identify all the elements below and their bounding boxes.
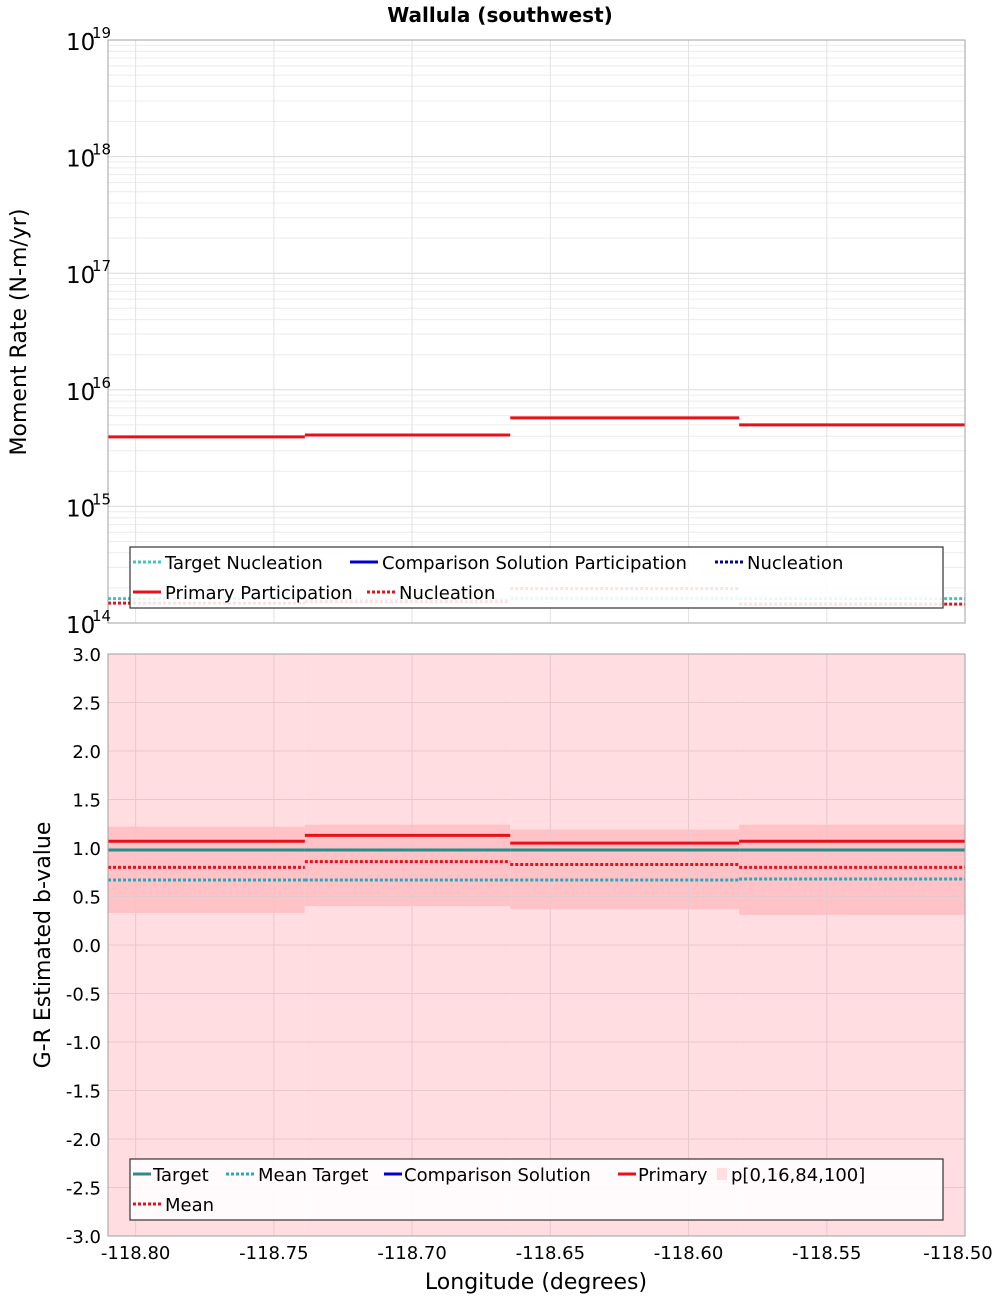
top-y-tick-exponent: 14 — [92, 607, 111, 625]
bottom-legend-label: Mean — [165, 1195, 214, 1216]
bottom-y-tick-label: -2.5 — [66, 1179, 101, 1200]
x-axis-label: Longitude (degrees) — [425, 1270, 647, 1295]
top-legend-box — [129, 546, 944, 609]
bottom-y-tick-label: 2.0 — [72, 742, 101, 763]
top-y-tick-exponent: 16 — [92, 374, 111, 392]
bottom-band-inner — [510, 829, 740, 910]
bottom-y-ticks: -3.0 -2.5 -2.0 -1.5 -1.0 -0.5 0.0 0.5 1.0 1.5 2.0 2… — [66, 645, 101, 1248]
top-y-tick-base: 10 — [66, 263, 95, 289]
bottom-x-ticks: -118.80 -118.75 -118.70 -118.65 -118.60 -118.… — [101, 1243, 993, 1264]
top-y-tick-exponent: 19 — [92, 24, 111, 42]
bottom-y-tick-label: 3.0 — [72, 645, 101, 666]
bottom-band-inner — [739, 824, 965, 915]
top-legend-label: Comparison Solution Participation — [382, 553, 687, 574]
bottom-plot-frame — [107, 653, 966, 1237]
top-y-tick-exponent: 15 — [92, 490, 111, 508]
bottom-x-tick-label: -118.75 — [239, 1243, 308, 1264]
bottom-x-tick-label: -118.70 — [377, 1243, 446, 1264]
top-legend-label: Target Nucleation — [164, 553, 323, 574]
bottom-legend: Target Mean Target Comparison Solution Prim… — [129, 1158, 944, 1221]
bottom-legend-label: p[0,16,84,100] — [731, 1165, 865, 1186]
bottom-y-tick-label: -0.5 — [66, 985, 101, 1006]
bottom-series — [108, 833, 965, 882]
bottom-y-tick-label: 2.5 — [72, 694, 101, 715]
top-grid — [108, 39, 965, 624]
bottom-y-tick-label: 0.5 — [72, 888, 101, 909]
bottom-band-inner — [304, 824, 511, 907]
bottom-legend-label: Primary — [638, 1165, 708, 1186]
bottom-x-tick-label: -118.60 — [654, 1243, 723, 1264]
bottom-x-tick-label: -118.65 — [516, 1243, 585, 1264]
top-legend: Target Nucleation Comparison Solution Par… — [129, 546, 944, 609]
chart-title: Wallula (southwest) — [387, 3, 613, 27]
bottom-legend-band-swatch — [717, 1168, 727, 1180]
bottom-legend-label: Mean Target — [258, 1165, 368, 1186]
bottom-legend-box — [129, 1158, 944, 1221]
bottom-y-tick-label: -2.0 — [66, 1130, 101, 1151]
bottom-y-tick-label: 0.0 — [72, 936, 101, 957]
bottom-y-tick-label: 1.0 — [72, 839, 101, 860]
top-legend-label: Nucleation — [399, 583, 495, 604]
bottom-y-tick-label: -1.0 — [66, 1033, 101, 1054]
top-y-tick-base: 10 — [66, 496, 95, 522]
bottom-x-tick-label: -118.50 — [923, 1243, 992, 1264]
bottom-band-inner — [108, 826, 305, 913]
bottom-y-axis-label: G-R Estimated b-value — [31, 822, 56, 1069]
top-y-tick-exponent: 17 — [92, 257, 111, 275]
top-y-tick-base: 10 — [66, 380, 95, 406]
top-y-tick-exponent: 18 — [92, 141, 111, 159]
bottom-x-tick-label: -118.55 — [792, 1243, 861, 1264]
top-plot-background — [108, 40, 965, 623]
bottom-legend-label: Target — [152, 1165, 209, 1186]
bottom-y-tick-label: -1.5 — [66, 1082, 101, 1103]
bottom-panel: -3.0 -2.5 -2.0 -1.5 -1.0 -0.5 0.0 0.5 1.0 1.5 2.0 2… — [31, 645, 993, 1295]
top-y-axis-label: Moment Rate (N-m/yr) — [7, 209, 32, 456]
bottom-x-tick-label: -118.80 — [101, 1243, 170, 1264]
bottom-legend-label: Comparison Solution — [404, 1165, 591, 1186]
top-plot-frame — [107, 39, 966, 624]
top-y-tick-base: 10 — [66, 147, 95, 173]
bottom-y-tick-label: 1.5 — [72, 791, 101, 812]
top-y-tick-base: 10 — [66, 30, 95, 56]
top-y-tick-base: 10 — [66, 613, 95, 639]
bottom-y-tick-label: -3.0 — [66, 1227, 101, 1248]
top-legend-label: Primary Participation — [165, 583, 353, 604]
top-legend-label: Nucleation — [747, 553, 843, 574]
